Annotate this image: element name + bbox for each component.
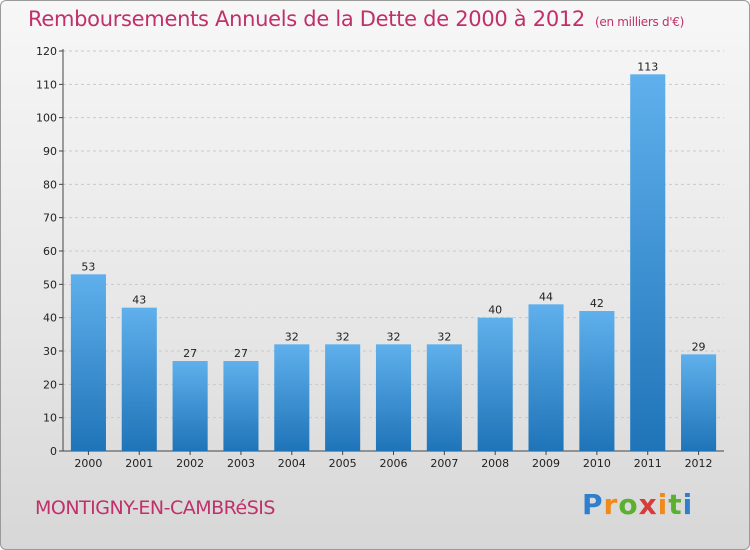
logo-letter: o bbox=[618, 488, 639, 521]
data-label-2011: 113 bbox=[637, 60, 658, 73]
bar-2012 bbox=[681, 354, 717, 451]
bar-2005 bbox=[325, 344, 361, 451]
y-tick-labels: 0 10 20 30 40 50 60 70 80 90 100 110 120 bbox=[36, 45, 57, 458]
y-tick-label: 100 bbox=[36, 112, 57, 125]
y-tick-label: 60 bbox=[43, 245, 57, 258]
bars bbox=[70, 74, 717, 451]
bar-2010 bbox=[579, 311, 615, 451]
data-label-2003: 27 bbox=[234, 347, 248, 360]
bar-2001 bbox=[121, 307, 157, 451]
bar-2004 bbox=[274, 344, 310, 451]
bar-2007 bbox=[426, 344, 462, 451]
data-label-2006: 32 bbox=[387, 330, 401, 343]
data-label-2012: 29 bbox=[692, 340, 706, 353]
bar-2006 bbox=[375, 344, 412, 451]
logo-letter: P bbox=[582, 488, 604, 521]
x-tick-label: 2001 bbox=[125, 457, 153, 470]
y-tick-label: 80 bbox=[43, 178, 57, 191]
data-label-2008: 40 bbox=[488, 304, 502, 317]
y-tick-label: 30 bbox=[43, 345, 57, 358]
x-tick-label: 2011 bbox=[634, 457, 662, 470]
chart-title: Remboursements Annuels de la Dette de 20… bbox=[28, 7, 684, 31]
bar-2003 bbox=[223, 361, 259, 451]
bar-2011 bbox=[630, 74, 666, 451]
x-tick-label: 2006 bbox=[380, 457, 408, 470]
y-tick-label: 50 bbox=[43, 278, 57, 291]
x-tick-label: 2002 bbox=[176, 457, 204, 470]
data-label-2001: 43 bbox=[132, 294, 146, 307]
x-tick-label: 2005 bbox=[329, 457, 357, 470]
y-tick-label: 40 bbox=[43, 312, 57, 325]
x-tick-label: 2009 bbox=[532, 457, 560, 470]
chart-title-text: Remboursements Annuels de la Dette de 20… bbox=[28, 7, 585, 31]
x-tick-label: 2003 bbox=[227, 457, 255, 470]
x-tick-label: 2012 bbox=[685, 457, 713, 470]
logo-letter: r bbox=[603, 488, 619, 521]
x-tick-label: 2000 bbox=[74, 457, 102, 470]
y-tick-label: 90 bbox=[43, 145, 57, 158]
bar-2008 bbox=[477, 317, 513, 451]
logo-letter: i bbox=[682, 488, 694, 521]
bar-2002 bbox=[172, 361, 208, 451]
logo-letter: x bbox=[638, 488, 658, 521]
proxiti-logo: Proxiti bbox=[582, 488, 693, 521]
y-tick-label: 70 bbox=[43, 212, 57, 225]
data-label-2004: 32 bbox=[285, 330, 299, 343]
data-label-2010: 42 bbox=[590, 297, 604, 310]
logo-letter: i bbox=[657, 488, 669, 521]
data-label-2000: 53 bbox=[81, 260, 95, 273]
chart-subtitle: (en milliers d'€) bbox=[595, 15, 685, 29]
x-tick-label: 2010 bbox=[583, 457, 611, 470]
x-tick-label: 2008 bbox=[481, 457, 509, 470]
municipality-name: MONTIGNY-EN-CAMBRéSIS bbox=[35, 497, 275, 519]
data-label-2002: 27 bbox=[183, 347, 197, 360]
x-tick-labels: 2000 2001 2002 2003 2004 2005 2006 2007 2008 2009… bbox=[74, 457, 712, 470]
x-tick-label: 2004 bbox=[278, 457, 306, 470]
bar-2000 bbox=[70, 274, 106, 451]
x-tick-label: 2007 bbox=[430, 457, 458, 470]
y-tick-label: 10 bbox=[43, 412, 57, 425]
y-tick-label: 20 bbox=[43, 378, 57, 391]
data-label-2009: 44 bbox=[539, 290, 553, 303]
y-tick-label: 120 bbox=[36, 45, 57, 58]
data-label-2007: 32 bbox=[437, 330, 451, 343]
data-label-2005: 32 bbox=[336, 330, 350, 343]
y-tick-label: 110 bbox=[36, 78, 57, 91]
y-tick-label: 0 bbox=[50, 445, 57, 458]
logo-letter: t bbox=[668, 488, 683, 521]
bar-2009 bbox=[528, 304, 564, 451]
data-labels: 53 43 27 27 32 32 32 32 40 44 42 113 29 bbox=[81, 60, 705, 360]
